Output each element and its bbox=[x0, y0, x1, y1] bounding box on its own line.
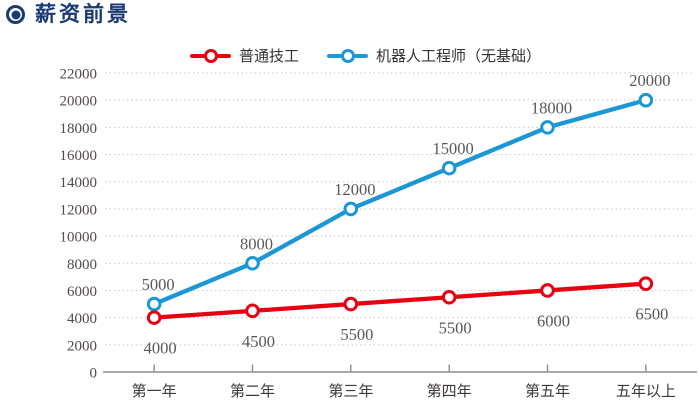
bullseye-icon-dot bbox=[11, 10, 20, 19]
data-point-label: 4500 bbox=[242, 332, 275, 351]
data-point-marker bbox=[441, 289, 457, 305]
y-axis-tick-label: 4000 bbox=[67, 311, 97, 327]
y-axis-tick-label: 0 bbox=[90, 366, 98, 382]
series-line-1 bbox=[152, 98, 648, 307]
data-point-marker bbox=[441, 160, 457, 176]
y-axis-tick-label: 6000 bbox=[67, 284, 97, 300]
y-axis-tick-label: 14000 bbox=[60, 175, 98, 191]
y-axis-tick-label: 18000 bbox=[60, 121, 98, 137]
data-point-marker bbox=[245, 303, 260, 319]
x-axis-category-label: 第五年 bbox=[525, 382, 570, 400]
x-axis-category-label: 第二年 bbox=[230, 382, 275, 400]
legend-line-marker-red bbox=[190, 48, 231, 63]
legend-item-ordinary-technician: 普通技工 bbox=[190, 45, 299, 66]
data-point-marker bbox=[540, 120, 555, 135]
y-axis-tick-label: 10000 bbox=[60, 230, 98, 246]
data-point-label: 5000 bbox=[142, 275, 175, 294]
x-axis-category-label: 第四年 bbox=[427, 382, 472, 400]
data-point-marker bbox=[540, 283, 555, 298]
data-point-label: 15000 bbox=[433, 139, 474, 158]
page-title: 薪资前景 bbox=[35, 2, 131, 26]
y-axis-tick-label: 2000 bbox=[67, 338, 97, 354]
data-point-label: 18000 bbox=[531, 98, 572, 117]
data-point-marker bbox=[343, 201, 359, 217]
data-point-label: 6500 bbox=[635, 305, 668, 324]
data-point-label: 5500 bbox=[340, 325, 373, 344]
chart-legend: 普通技工 机器人工程师（无基础） bbox=[190, 45, 541, 66]
data-point-marker bbox=[638, 276, 654, 291]
legend-item-robot-engineer: 机器人工程师（无基础） bbox=[327, 45, 541, 66]
data-point-marker bbox=[146, 310, 162, 325]
x-axis-category-label: 五年以上 bbox=[616, 383, 676, 400]
data-point-label: 4000 bbox=[144, 339, 177, 358]
series-line-0 bbox=[152, 281, 648, 320]
legend-circle-marker-red bbox=[203, 48, 218, 63]
data-point-label: 20000 bbox=[629, 71, 670, 90]
data-point-label: 6000 bbox=[537, 311, 570, 330]
data-point-label: 12000 bbox=[334, 180, 375, 199]
data-point-label: 8000 bbox=[240, 234, 273, 253]
x-axis-category-label: 第一年 bbox=[132, 382, 177, 400]
bullseye-icon bbox=[6, 5, 25, 24]
data-point-marker bbox=[146, 296, 162, 312]
y-axis-tick-label: 16000 bbox=[60, 148, 98, 164]
legend-line-marker-blue bbox=[327, 48, 369, 63]
legend-label-robot-engineer: 机器人工程师（无基础） bbox=[376, 49, 542, 65]
y-axis-tick-label: 20000 bbox=[60, 94, 98, 110]
x-axis-category-label: 第三年 bbox=[328, 382, 373, 400]
y-axis-tick-label: 22000 bbox=[60, 67, 98, 83]
data-point-label: 5500 bbox=[439, 318, 472, 337]
y-axis-tick-label: 12000 bbox=[60, 202, 98, 218]
data-point-marker bbox=[245, 255, 260, 271]
data-point-marker bbox=[343, 296, 359, 312]
y-axis-tick-label: 8000 bbox=[67, 257, 97, 273]
figure-header: 薪资前景 bbox=[6, 4, 131, 25]
data-point-marker bbox=[638, 92, 654, 108]
legend-label-ordinary-technician: 普通技工 bbox=[239, 49, 300, 65]
legend-circle-marker-blue bbox=[340, 48, 355, 63]
